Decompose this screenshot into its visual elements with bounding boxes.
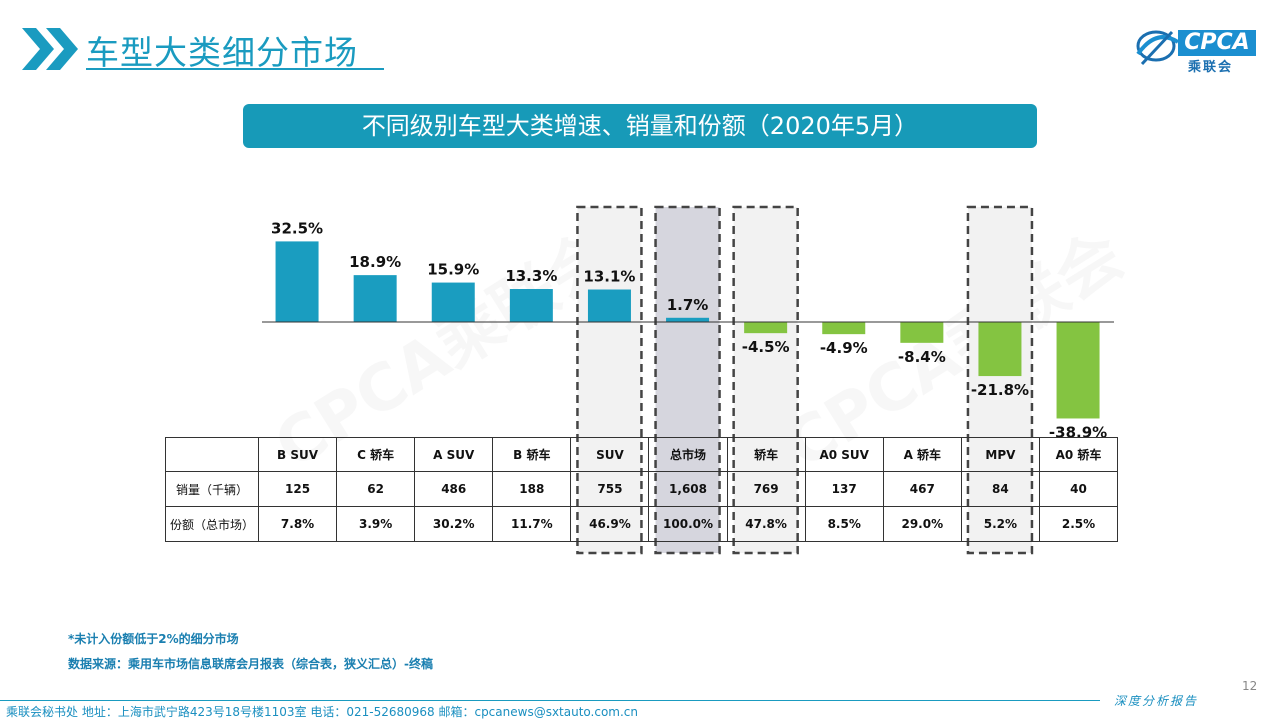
bar — [275, 241, 319, 322]
bar — [744, 322, 788, 334]
table-cell: 8.5% — [804, 506, 884, 542]
data-label: 32.5% — [271, 219, 323, 237]
column-header: 总市场 — [648, 437, 728, 472]
table-cell: 137 — [804, 471, 884, 507]
column-header: A SUV — [414, 437, 494, 472]
table-row: 销量（千辆） 125 62 486 188 755 1,608 769 137 467 84 40 — [165, 471, 1119, 507]
table-cell: 11.7% — [492, 506, 572, 542]
row-header: 份额（总市场） — [165, 506, 259, 542]
table-cell: 46.9% — [570, 506, 650, 542]
bar — [900, 322, 944, 343]
table-cell: 30.2% — [414, 506, 494, 542]
data-label: -8.4% — [898, 348, 946, 366]
table-cell: 755 — [570, 471, 650, 507]
table-cell: 188 — [492, 471, 572, 507]
bar — [509, 289, 553, 322]
chart-title-banner: 不同级别车型大类增速、销量和份额（2020年5月） — [243, 104, 1037, 148]
table-cell: 5.2% — [960, 506, 1040, 542]
table-corner — [165, 437, 259, 472]
column-header: B SUV — [257, 437, 338, 472]
data-label: 13.3% — [505, 267, 557, 285]
column-header: A0 轿车 — [1038, 437, 1119, 472]
table-cell: 3.9% — [336, 506, 416, 542]
footer-divider — [0, 700, 1100, 701]
column-header: B 轿车 — [492, 437, 572, 472]
table-cell: 47.8% — [726, 506, 806, 542]
footer-contact: 乘联会秘书处 地址：上海市武宁路423号18号楼1103室 电话：021-526… — [6, 705, 639, 719]
table-cell: 467 — [882, 471, 962, 507]
table-cell: 1,608 — [648, 471, 728, 507]
table-cell: 7.8% — [257, 506, 338, 542]
title-underline — [86, 68, 384, 70]
table-row: 份额（总市场） 7.8% 3.9% 30.2% 11.7% 46.9% 100.0% 47.8… — [165, 506, 1119, 542]
data-label: 15.9% — [427, 261, 479, 279]
table-cell: 486 — [414, 471, 494, 507]
data-label: -4.9% — [820, 339, 868, 357]
column-header: C 轿车 — [336, 437, 416, 472]
data-table: B SUV C 轿车 A SUV B 轿车 SUV 总市场 轿车 A0 SUV A 轿车 MPV A… — [165, 437, 1119, 542]
logo-brand: CPCA — [1178, 30, 1256, 56]
bar — [587, 289, 631, 322]
report-type: 深度分析报告 — [1114, 694, 1199, 708]
table-cell: 125 — [257, 471, 338, 507]
logo-cn: 乘联会 — [1188, 60, 1234, 75]
data-label: 1.7% — [667, 296, 709, 314]
page-number: 12 — [1242, 679, 1258, 693]
bar — [978, 322, 1022, 377]
data-label: -21.8% — [971, 381, 1029, 399]
bar — [822, 322, 866, 335]
column-header: MPV — [960, 437, 1040, 472]
column-header: 轿车 — [726, 437, 806, 472]
row-header: 销量（千辆） — [165, 471, 259, 507]
chevron-icon — [22, 28, 78, 70]
page-title: 车型大类细分市场 — [86, 33, 358, 72]
bar — [1056, 322, 1100, 419]
column-header: A 轿车 — [882, 437, 962, 472]
table-cell: 29.0% — [882, 506, 962, 542]
data-label: -4.5% — [742, 338, 790, 356]
table-cell: 100.0% — [648, 506, 728, 542]
bar — [666, 317, 710, 322]
data-source: 数据来源：乘用车市场信息联席会月报表（综合表，狭义汇总）-终稿 — [68, 657, 433, 671]
column-header: SUV — [570, 437, 650, 472]
data-label: 13.1% — [583, 268, 635, 286]
table-header-row: B SUV C 轿车 A SUV B 轿车 SUV 总市场 轿车 A0 SUV A 轿车 MPV A… — [165, 437, 1119, 472]
footnote: *未计入份额低于2%的细分市场 — [68, 632, 239, 646]
bar — [431, 282, 475, 322]
table-cell: 40 — [1038, 471, 1119, 507]
table-cell: 769 — [726, 471, 806, 507]
data-label: 18.9% — [349, 253, 401, 271]
table-cell: 2.5% — [1038, 506, 1119, 542]
table-cell: 62 — [336, 471, 416, 507]
table-cell: 84 — [960, 471, 1040, 507]
data-label: -38.9% — [1049, 423, 1107, 441]
cpca-logo-icon — [1136, 30, 1180, 66]
column-header: A0 SUV — [804, 437, 884, 472]
bar — [353, 275, 397, 322]
